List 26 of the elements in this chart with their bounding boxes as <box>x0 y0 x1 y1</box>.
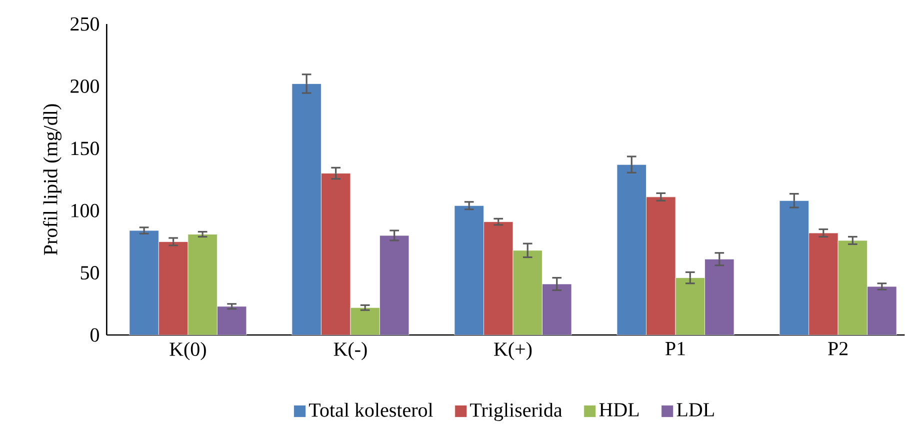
bar <box>838 240 868 335</box>
bar <box>542 284 572 335</box>
y-tick-label: 200 <box>70 79 99 93</box>
x-tick-label: K(-) <box>334 342 367 360</box>
legend-label: LDL <box>676 403 714 416</box>
y-axis-title: Profil lipid (mg/dl) <box>43 104 62 256</box>
x-tick-label: K(0) <box>170 342 206 360</box>
y-tick-label: 250 <box>70 17 99 31</box>
bar <box>188 234 218 335</box>
y-tick-label: 0 <box>90 328 99 342</box>
y-tick-label: 100 <box>71 204 99 218</box>
x-tick-label: P1 <box>666 342 685 356</box>
legend-label: Total kolesterol <box>308 402 433 417</box>
bar <box>380 235 410 335</box>
bar <box>216 306 247 335</box>
bar <box>704 258 734 335</box>
y-tick-label: 150 <box>71 142 99 156</box>
x-tick-label: K(+) <box>494 342 532 360</box>
bar <box>512 250 542 335</box>
x-tick-label: P2 <box>828 342 848 356</box>
legend-label: HDL <box>599 403 639 416</box>
bar <box>350 307 380 335</box>
legend-label: Trigliserida <box>470 402 562 421</box>
bar <box>675 278 705 335</box>
bar <box>867 286 897 335</box>
y-tick-label: 50 <box>80 266 99 280</box>
